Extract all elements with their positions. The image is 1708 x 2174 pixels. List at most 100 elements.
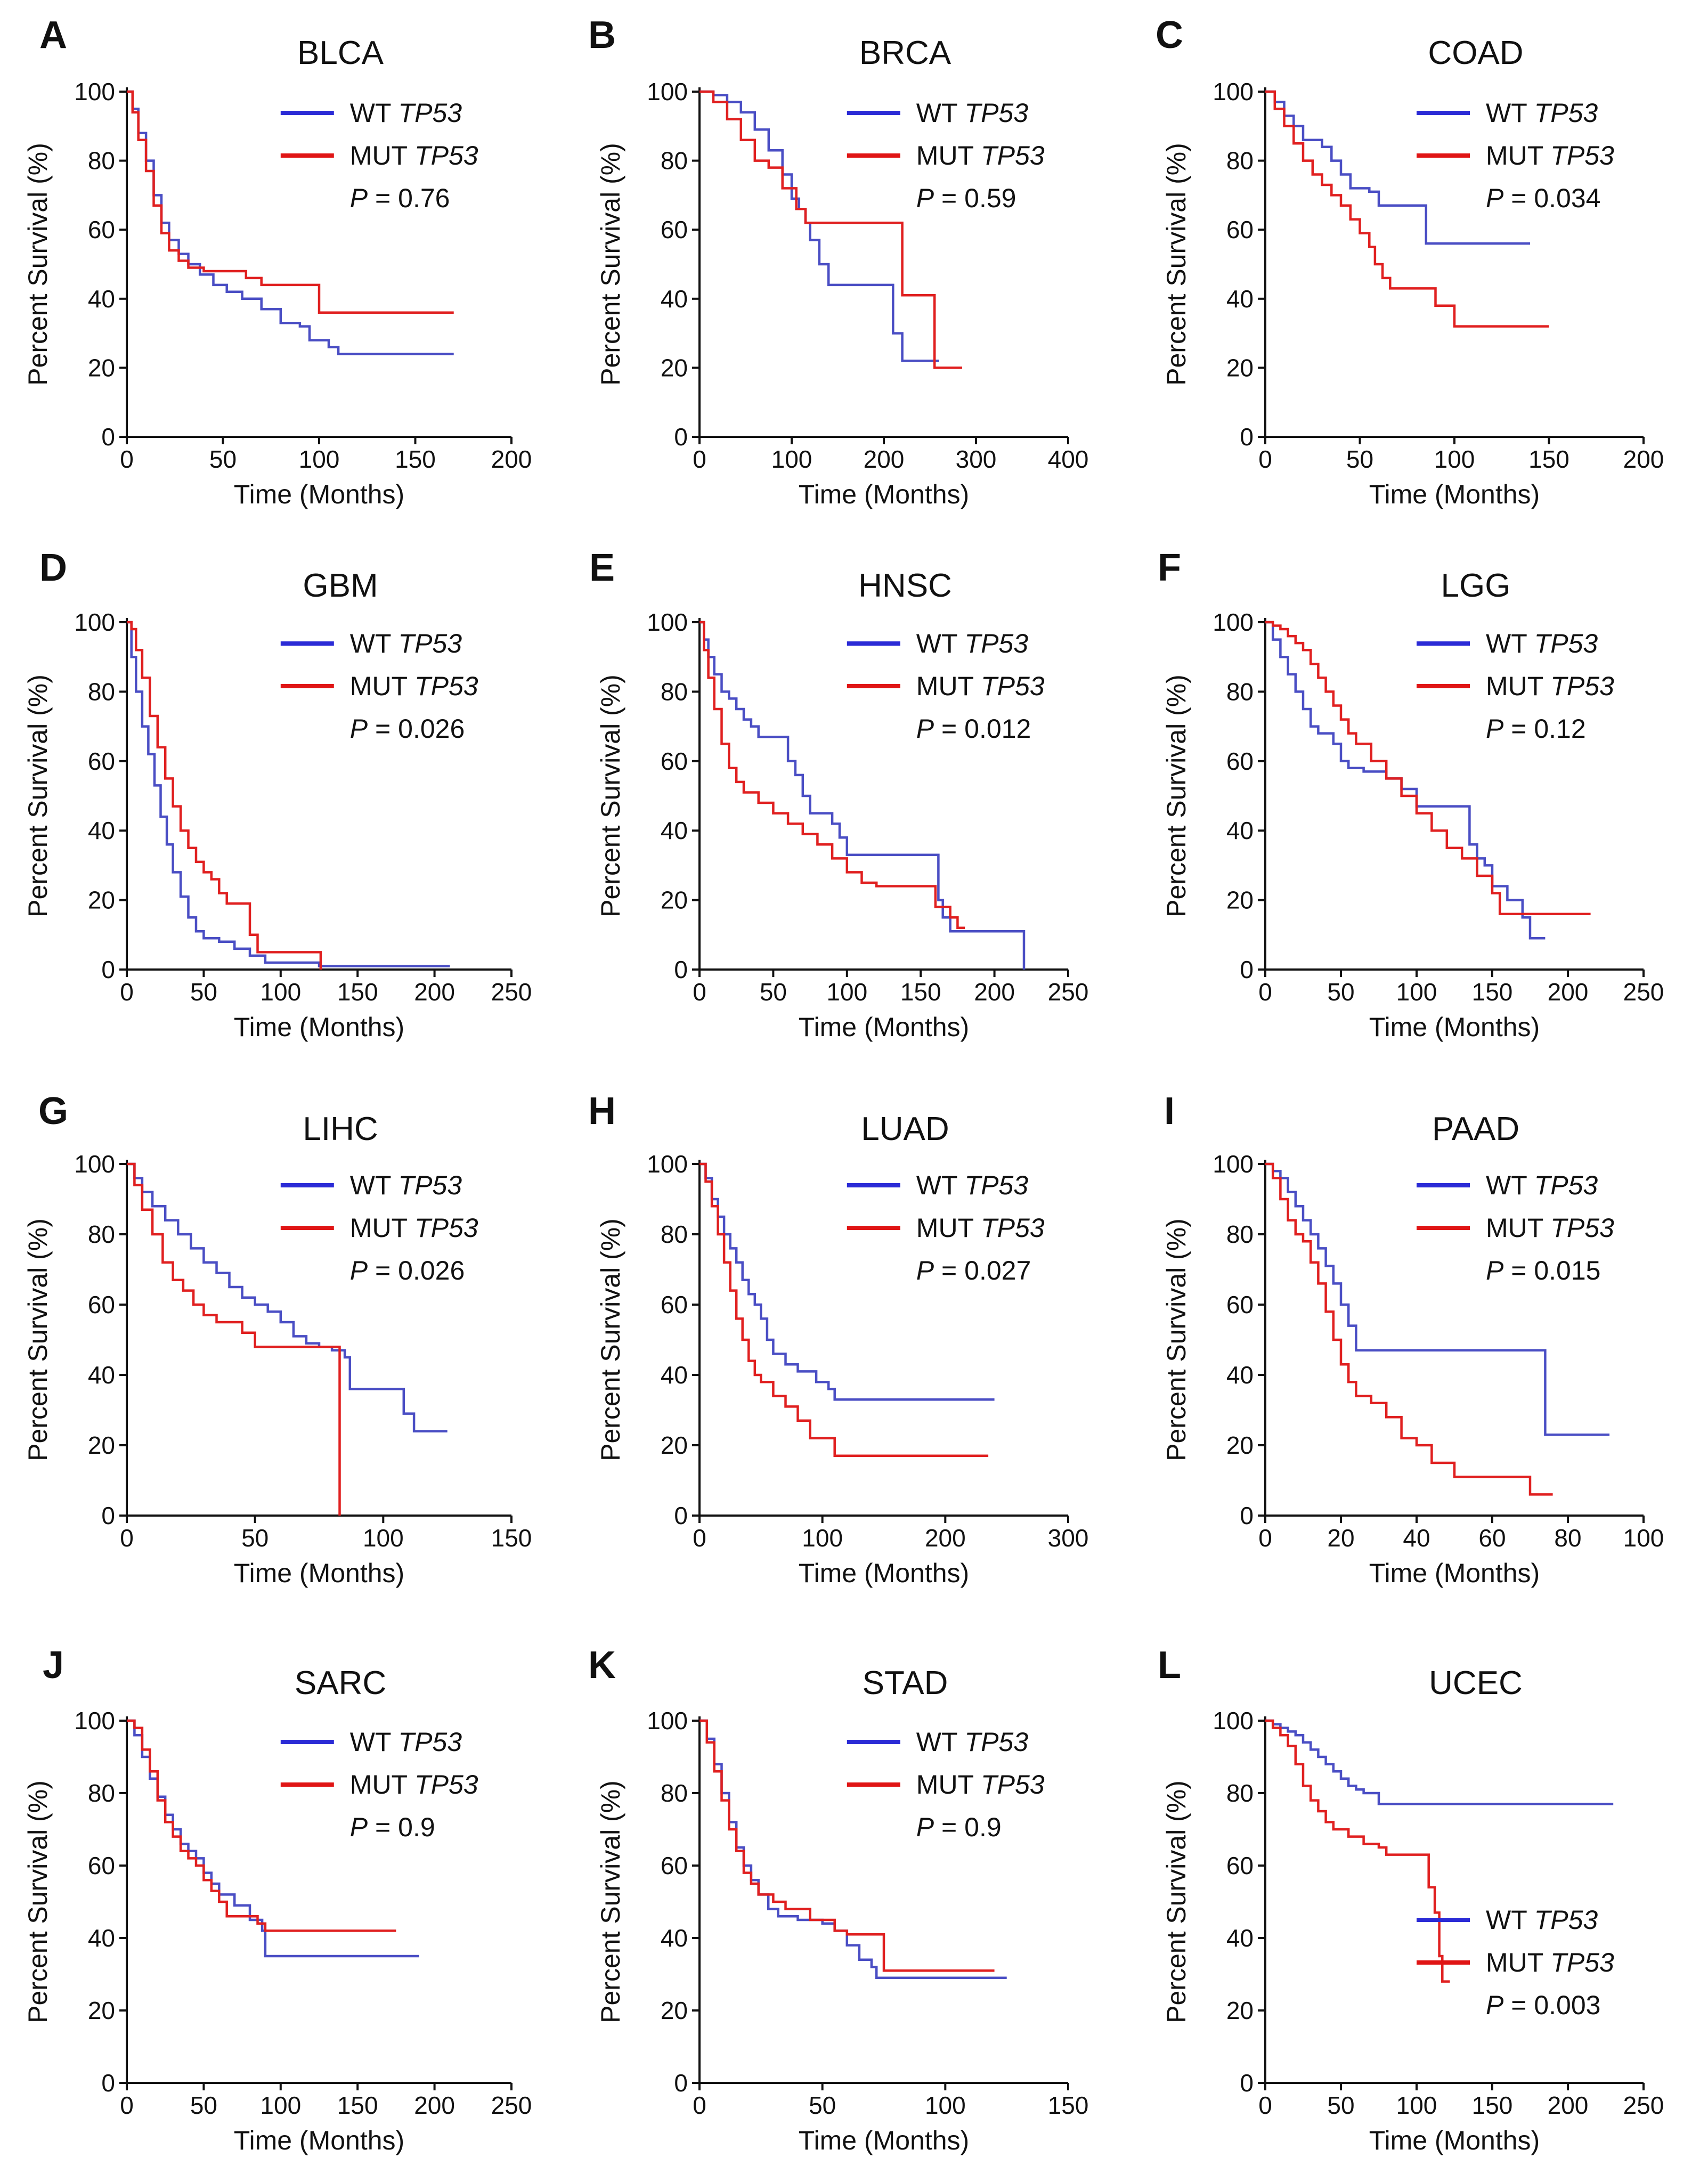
legend-gene: TP53 (981, 1770, 1045, 1800)
legend-prefix: MUT (1486, 1213, 1550, 1243)
p-symbol: P (350, 714, 368, 744)
x-tick-label: 200 (1623, 445, 1664, 473)
x-tick-label: 200 (1548, 978, 1589, 1006)
legend-prefix: WT (1486, 629, 1534, 658)
mut-survival-curve (700, 1162, 989, 1458)
legend-gene: TP53 (398, 98, 462, 128)
y-tick-label: 40 (1226, 285, 1254, 313)
p-value-label: P = 0.034 (1486, 183, 1600, 213)
chart-title: BLCA (297, 35, 384, 71)
y-axis-label: Percent Survival (%) (23, 143, 53, 386)
y-tick-label: 20 (1226, 1997, 1254, 2024)
legend-wt-label: WT TP53 (350, 629, 462, 658)
panel-label: L (1158, 1644, 1181, 1687)
p-value: = 0.9 (368, 1812, 435, 1842)
y-tick-label: 80 (1226, 1779, 1254, 1807)
legend-mut-label: MUT TP53 (916, 1213, 1045, 1243)
mut-survival-curve (127, 90, 454, 314)
legend-mut-label: MUT TP53 (916, 141, 1045, 170)
y-tick-label: 0 (101, 2069, 115, 2097)
y-tick-label: 60 (88, 747, 115, 775)
y-tick-label: 0 (674, 2069, 688, 2097)
panel-label: C (1156, 14, 1183, 56)
x-tick-label: 0 (120, 978, 134, 1006)
x-tick-label: 200 (491, 445, 532, 473)
y-tick-label: 20 (1226, 354, 1254, 381)
legend-wt-label: WT TP53 (916, 629, 1028, 658)
x-tick-label: 200 (1548, 2091, 1589, 2119)
p-value-label: P = 0.027 (916, 1256, 1031, 1285)
mut-survival-curve (1265, 1719, 1450, 1983)
x-tick-label: 50 (209, 445, 237, 473)
legend-prefix: WT (1486, 98, 1534, 128)
y-axis-label: Percent Survival (%) (596, 1218, 625, 1461)
x-tick-label: 250 (491, 978, 532, 1006)
p-value-label: P = 0.015 (1486, 1256, 1600, 1285)
legend-prefix: WT (1486, 1170, 1534, 1200)
wt-survival-curve (1265, 621, 1546, 940)
y-tick-label: 100 (1213, 78, 1254, 105)
legend-mut-label: MUT TP53 (350, 1770, 478, 1800)
legend-mut-label: MUT TP53 (916, 1770, 1045, 1800)
x-axis-label: Time (Months) (234, 2126, 404, 2155)
panel-L: L UCEC 0 20 40 60 80 100 0 50 100 150 200 250 Time (Mo… (1158, 1644, 1664, 2155)
panel-label: K (588, 1644, 616, 1687)
legend-prefix: MUT (1486, 141, 1550, 170)
wt-survival-curve (127, 1162, 448, 1432)
wt-survival-curve (127, 621, 450, 967)
p-value-label: P = 0.76 (350, 183, 450, 213)
panel-K: K STAD 0 20 40 60 80 100 0 50 100 150 Time (Months) P… (588, 1644, 1088, 2155)
x-tick-label: 100 (363, 1524, 404, 1552)
legend-wt-label: WT TP53 (350, 98, 462, 128)
y-tick-label: 60 (88, 216, 115, 243)
y-tick-label: 0 (1240, 2069, 1254, 2097)
y-tick-label: 100 (647, 78, 688, 105)
mut-survival-curve (1265, 1162, 1553, 1496)
x-tick-label: 250 (1048, 978, 1089, 1006)
panel-label: G (38, 1090, 68, 1133)
y-tick-label: 40 (1226, 817, 1254, 844)
panel-label: B (588, 14, 616, 56)
legend-gene: TP53 (398, 1170, 462, 1200)
mut-survival-curve (127, 1719, 396, 1932)
p-symbol: P (350, 183, 368, 213)
x-tick-label: 0 (693, 445, 706, 473)
p-symbol: P (1486, 714, 1504, 744)
legend-gene: TP53 (1534, 98, 1598, 128)
y-tick-label: 100 (74, 1150, 115, 1178)
legend-gene: TP53 (1550, 671, 1614, 701)
mut-survival-curve (700, 621, 965, 930)
y-tick-label: 80 (1226, 1220, 1254, 1248)
y-tick-label: 60 (661, 1852, 688, 1879)
legend-gene: TP53 (414, 1213, 478, 1243)
y-tick-label: 20 (661, 1997, 688, 2024)
legend-gene: TP53 (981, 1213, 1045, 1243)
y-tick-label: 20 (88, 886, 115, 914)
x-tick-label: 200 (414, 978, 455, 1006)
chart-title: HNSC (858, 567, 952, 604)
x-tick-label: 150 (900, 978, 941, 1006)
y-tick-label: 20 (88, 1997, 115, 2024)
p-value: = 0.034 (1503, 183, 1600, 213)
y-tick-label: 80 (88, 1220, 115, 1248)
x-tick-label: 50 (1346, 445, 1373, 473)
x-tick-label: 250 (491, 2091, 532, 2119)
p-value: = 0.76 (368, 183, 450, 213)
legend-prefix: MUT (350, 1770, 414, 1800)
y-tick-label: 40 (661, 285, 688, 313)
p-symbol: P (1486, 183, 1504, 213)
x-tick-label: 20 (1327, 1524, 1354, 1552)
y-tick-label: 0 (674, 1502, 688, 1529)
y-tick-label: 80 (1226, 147, 1254, 175)
x-tick-label: 40 (1403, 1524, 1430, 1552)
legend-wt-label: WT TP53 (916, 98, 1028, 128)
legend-mut-label: MUT TP53 (916, 671, 1045, 701)
y-tick-label: 60 (661, 747, 688, 775)
legend-mut-label: MUT TP53 (1486, 671, 1614, 701)
x-tick-label: 100 (1396, 2091, 1437, 2119)
x-tick-label: 0 (1258, 2091, 1272, 2119)
y-axis-label: Percent Survival (%) (1161, 1780, 1191, 2023)
x-tick-label: 200 (974, 978, 1015, 1006)
x-tick-label: 100 (802, 1524, 843, 1552)
